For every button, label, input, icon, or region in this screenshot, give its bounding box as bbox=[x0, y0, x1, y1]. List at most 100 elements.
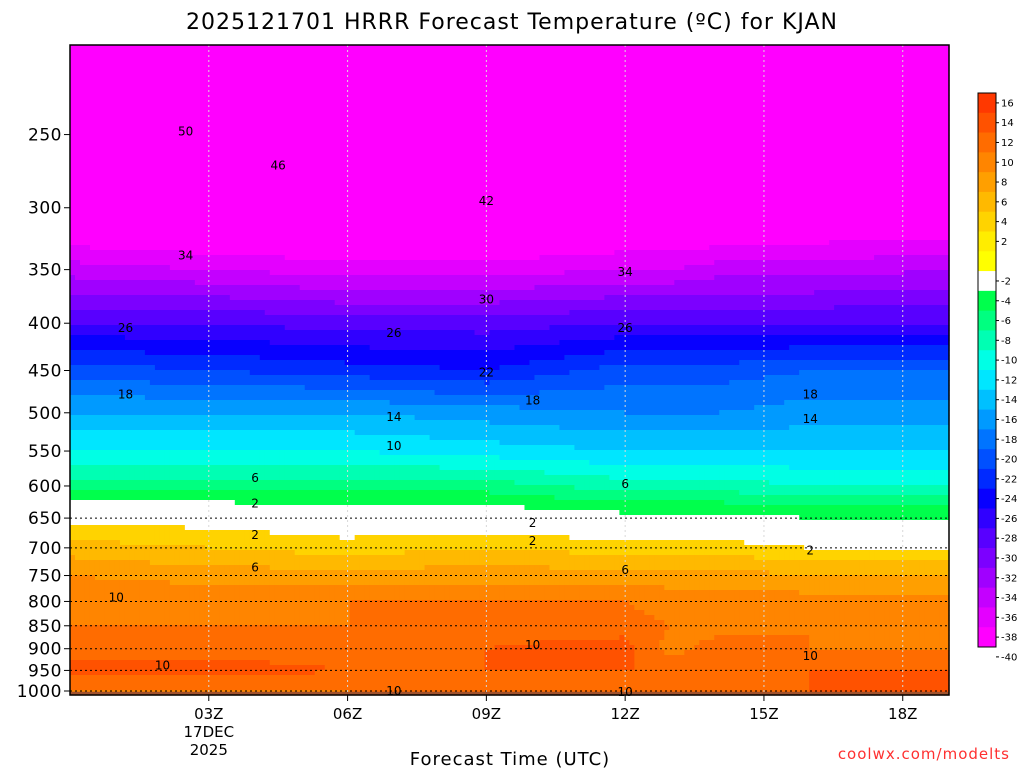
temperature-cell bbox=[94, 120, 101, 126]
temperature-cell bbox=[419, 55, 426, 61]
temperature-cell bbox=[289, 70, 296, 76]
temperature-cell bbox=[829, 160, 835, 166]
temperature-cell bbox=[259, 50, 266, 56]
temperature-cell bbox=[109, 180, 116, 186]
temperature-cell bbox=[364, 180, 371, 186]
temperature-cell bbox=[379, 135, 386, 141]
temperature-cell bbox=[414, 45, 421, 51]
temperature-cell bbox=[359, 140, 366, 146]
temperature-cell bbox=[774, 70, 780, 76]
temperature-cell bbox=[349, 165, 356, 171]
temperature-cell bbox=[629, 180, 635, 186]
temperature-cell bbox=[599, 75, 605, 81]
temperature-cell bbox=[409, 130, 416, 136]
temperature-cell bbox=[439, 180, 446, 186]
temperature-cell bbox=[459, 80, 466, 86]
temperature-cell bbox=[804, 125, 810, 131]
temperature-cell bbox=[799, 70, 805, 76]
temperature-cell bbox=[489, 130, 496, 136]
temperature-cell bbox=[294, 45, 301, 51]
temperature-cell bbox=[269, 135, 276, 141]
temperature-cell bbox=[704, 150, 710, 156]
temperature-cell bbox=[694, 105, 700, 111]
temperature-cell bbox=[344, 145, 351, 151]
temperature-cell bbox=[544, 150, 551, 156]
temperature-cell bbox=[289, 155, 296, 161]
temperature-cell bbox=[254, 140, 261, 146]
temperature-cell bbox=[364, 155, 371, 161]
temperature-cell bbox=[914, 45, 920, 51]
temperature-cell bbox=[844, 100, 850, 106]
temperature-cell bbox=[649, 80, 655, 86]
temperature-cell bbox=[164, 90, 171, 96]
temperature-cell bbox=[159, 90, 166, 96]
temperature-cell bbox=[254, 100, 261, 106]
temperature-cell bbox=[444, 170, 451, 176]
temperature-cell bbox=[934, 115, 940, 121]
temperature-cell bbox=[194, 100, 201, 106]
temperature-cell bbox=[244, 160, 251, 166]
temperature-cell bbox=[149, 45, 156, 51]
temperature-cell bbox=[454, 135, 461, 141]
temperature-cell bbox=[874, 70, 880, 76]
temperature-cell bbox=[164, 140, 171, 146]
temperature-cell bbox=[134, 65, 141, 71]
temperature-cell bbox=[339, 105, 346, 111]
temperature-cell bbox=[284, 70, 291, 76]
temperature-cell bbox=[194, 110, 201, 116]
temperature-cell bbox=[404, 100, 411, 106]
temperature-cell bbox=[534, 180, 541, 186]
temperature-cell bbox=[819, 110, 825, 116]
temperature-cell bbox=[329, 145, 336, 151]
temperature-cell bbox=[714, 85, 720, 91]
temperature-cell bbox=[244, 70, 251, 76]
temperature-cell bbox=[934, 135, 940, 141]
temperature-cell bbox=[309, 100, 316, 106]
temperature-cell bbox=[454, 105, 461, 111]
temperature-cell bbox=[519, 65, 526, 71]
temperature-cell bbox=[274, 50, 281, 56]
temperature-cell bbox=[229, 45, 236, 51]
temperature-cell bbox=[514, 70, 521, 76]
temperature-cell bbox=[649, 90, 655, 96]
temperature-cell bbox=[634, 180, 640, 186]
temperature-cell bbox=[214, 160, 221, 166]
temperature-cell bbox=[729, 165, 735, 171]
temperature-cell bbox=[839, 140, 845, 146]
temperature-cell bbox=[249, 125, 256, 131]
temperature-cell bbox=[734, 105, 740, 111]
temperature-cell bbox=[399, 175, 406, 181]
temperature-cell bbox=[684, 100, 690, 106]
temperature-cell bbox=[534, 100, 541, 106]
temperature-cell bbox=[429, 60, 436, 66]
temperature-cell bbox=[174, 130, 181, 136]
temperature-cell bbox=[309, 65, 316, 71]
temperature-cell bbox=[184, 150, 191, 156]
temperature-cell bbox=[279, 95, 286, 101]
temperature-cell bbox=[124, 180, 131, 186]
temperature-cell bbox=[349, 155, 356, 161]
temperature-cell bbox=[419, 170, 426, 176]
temperature-cell bbox=[229, 110, 236, 116]
temperature-cell bbox=[239, 90, 246, 96]
temperature-cell bbox=[159, 165, 166, 171]
temperature-cell bbox=[354, 65, 361, 71]
temperature-cell bbox=[114, 160, 121, 166]
temperature-cell bbox=[784, 50, 790, 56]
temperature-cell bbox=[544, 60, 551, 66]
temperature-cell bbox=[379, 125, 386, 131]
temperature-cell bbox=[84, 140, 91, 146]
temperature-cell bbox=[924, 100, 930, 106]
temperature-cell bbox=[469, 170, 476, 176]
temperature-cell bbox=[519, 80, 526, 86]
temperature-cell bbox=[504, 180, 511, 186]
temperature-cell bbox=[584, 140, 590, 146]
temperature-cell bbox=[499, 175, 506, 181]
temperature-cell bbox=[289, 150, 296, 156]
temperature-cell bbox=[629, 100, 635, 106]
temperature-cell bbox=[809, 65, 815, 71]
temperature-cell bbox=[689, 65, 695, 71]
temperature-cell bbox=[159, 175, 166, 181]
temperature-cell bbox=[79, 100, 86, 106]
